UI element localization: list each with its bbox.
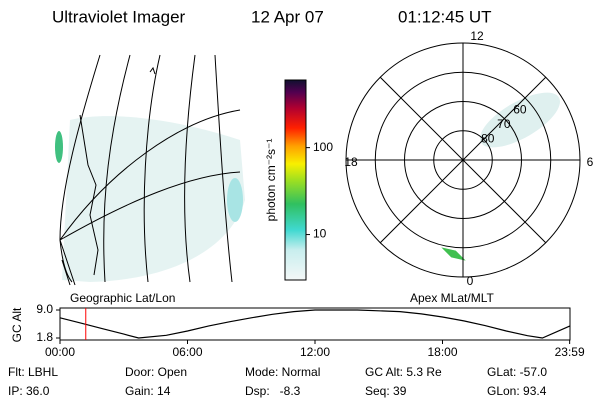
y-tick-label: 9.0 xyxy=(36,302,53,316)
polar-ring xyxy=(404,101,522,219)
x-tick-label: 23:59 xyxy=(555,345,585,359)
colorbar-tick-label: 100 xyxy=(313,140,333,154)
alt-plot: 9.0 1.800:00 06:00 12:00 18:00 23:59 xyxy=(36,302,585,359)
info: Flt: LBHL Door: Open Mode: Normal GC Alt: 5… xyxy=(8,365,547,398)
time: 01:12:45 UT xyxy=(398,7,492,26)
title: Ultraviolet Imager xyxy=(52,7,186,26)
info-field: Seq: 39 xyxy=(365,384,407,398)
polar-ring-label: 60 xyxy=(513,102,527,116)
colorbar-ticks: 10 100 xyxy=(306,140,333,241)
polar-ring-label: 80 xyxy=(481,132,495,146)
polar-caption: Apex MLat/MLT xyxy=(410,291,494,305)
polar-ring xyxy=(433,130,493,190)
y-axis-label: GC Alt xyxy=(10,307,24,342)
polar-ring xyxy=(374,71,552,249)
colorbar-label: photon cm⁻²s⁻¹ xyxy=(264,139,278,222)
x-tick-label: 06:00 xyxy=(172,345,202,359)
alt-line xyxy=(59,309,571,339)
colorbar xyxy=(284,79,307,281)
x-tick-label: 00:00 xyxy=(45,345,75,359)
polar-ring-label: 70 xyxy=(497,117,511,131)
info-field: GLon: 93.4 xyxy=(487,384,547,398)
info-field: GC Alt: 5.3 Re xyxy=(365,365,442,379)
info-field: Door: Open xyxy=(125,365,187,379)
x-tick-label: 12:00 xyxy=(300,345,330,359)
colorbar-tick-label: 10 xyxy=(313,227,327,241)
date: 12 Apr 07 xyxy=(251,7,324,26)
mlt-label: 12 xyxy=(470,29,484,43)
y-tick-label: 1.8 xyxy=(36,330,53,344)
polar-spoke xyxy=(379,76,547,244)
x-tick-label: 18:00 xyxy=(427,345,457,359)
map-caption: Geographic Lat/Lon xyxy=(70,291,175,305)
info-field: GLat: -57.0 xyxy=(487,365,547,379)
alt-frame xyxy=(59,307,571,341)
mlt-label: 18 xyxy=(344,155,358,169)
info-field: Gain: 14 xyxy=(125,384,171,398)
info-field: Mode: Normal xyxy=(245,365,320,379)
mlt-label: 6 xyxy=(587,155,594,169)
info-field: Flt: LBHL xyxy=(8,365,58,379)
info-field: IP: 36.0 xyxy=(8,384,50,398)
geo-map xyxy=(55,54,245,286)
mlt-label: 0 xyxy=(467,274,474,288)
info-field: Dsp: -8.3 xyxy=(245,384,301,398)
